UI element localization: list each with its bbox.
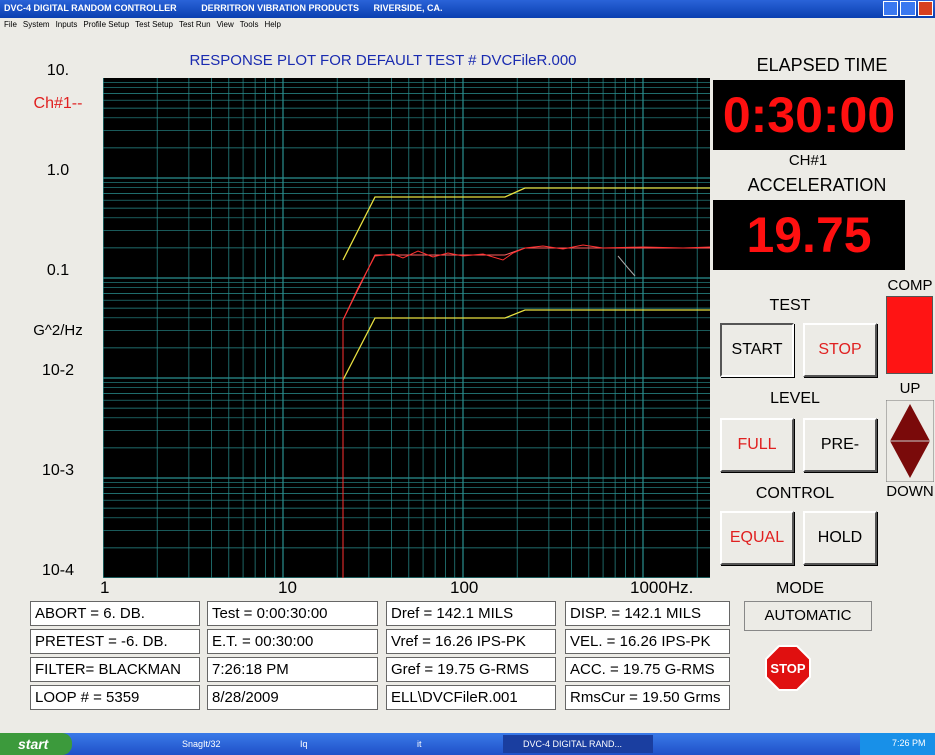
status-field: LOOP # = 5359: [30, 685, 200, 710]
channel-label: Ch#1--: [33, 95, 83, 112]
menu-item[interactable]: Test Setup: [135, 20, 173, 29]
menu-item[interactable]: Tools: [239, 20, 259, 29]
comp-label: COMP: [887, 277, 933, 294]
level-arrows[interactable]: [886, 400, 934, 482]
clock: 7:26 PM: [860, 733, 935, 755]
down-label: DOWN: [886, 483, 934, 500]
status-field: Dref = 142.1 MILS: [386, 601, 556, 626]
window-title: RIVERSIDE, CA.: [373, 3, 443, 13]
y-tick-label: 10-2: [41, 362, 75, 379]
elapsed-label: ELAPSED TIME: [756, 55, 888, 75]
status-field: E.T. = 00:30:00: [207, 629, 378, 654]
comp-indicator: [886, 296, 933, 374]
y-unit: G^2/Hz: [33, 322, 83, 339]
menu-item[interactable]: Test Run: [178, 20, 211, 29]
accel-label: ACCELERATION: [747, 175, 887, 195]
y-tick-label: 0.1: [46, 262, 70, 279]
mode-display: AUTOMATIC: [744, 601, 872, 631]
stop-button[interactable]: STOP: [803, 323, 877, 377]
y-tick-label: 10.: [46, 62, 70, 79]
upper-limit: [342, 187, 710, 261]
elapsed-display: 0:30:00: [713, 80, 905, 150]
y-tick-label: 10-4: [41, 562, 75, 579]
plot-title: RESPONSE PLOT FOR DEFAULT TEST # DVCFile…: [189, 52, 577, 69]
response-trace: [342, 244, 710, 578]
title-bar: DVC-4 DIGITAL RANDOM CONTROLLER DERRITRO…: [0, 0, 935, 18]
menu-item[interactable]: Help: [264, 20, 281, 29]
menu-item[interactable]: Inputs: [55, 20, 78, 29]
x-tick-label: 10: [278, 578, 297, 597]
lower-limit: [342, 309, 710, 381]
menu-item[interactable]: Profile Setup: [83, 20, 130, 29]
start-button[interactable]: start: [0, 733, 72, 755]
menu-item[interactable]: View: [216, 20, 234, 29]
task-item[interactable]: DVC-4 DIGITAL RAND...: [503, 735, 653, 753]
window-controls[interactable]: [883, 1, 933, 16]
channel: CH#1: [788, 152, 828, 169]
menu-bar: File System Inputs Profile Setup Test Setup T…: [0, 18, 935, 31]
window-title: DERRITRON VIBRATION PRODUCTS: [201, 3, 360, 13]
hold-button[interactable]: HOLD: [803, 511, 877, 565]
status-field: 8/28/2009: [207, 685, 378, 710]
status-field: VEL. = 16.26 IPS-PK: [565, 629, 730, 654]
status-field: Vref = 16.26 IPS-PK: [386, 629, 556, 654]
x-tick-label: 1000Hz.: [630, 578, 694, 597]
taskbar: start SnagIt/32 Iq it DVC-4 DIGITAL RAND…: [0, 733, 935, 755]
status-field: RmsCur = 19.50 Grms: [565, 685, 730, 710]
status-field: Test = 0:00:30:00: [207, 601, 378, 626]
y-tick-label: 1.0: [46, 162, 70, 179]
y-tick-label: 10-3: [41, 462, 75, 479]
status-field: DISP. = 142.1 MILS: [565, 601, 730, 626]
up-label: UP: [899, 380, 921, 397]
status-field: 7:26:18 PM: [207, 657, 378, 682]
level-label: LEVEL: [770, 390, 820, 407]
window-title: DVC-4 DIGITAL RANDOM CONTROLLER: [4, 3, 177, 13]
plot-background: [103, 78, 710, 578]
test-label: TEST: [769, 297, 811, 314]
status-field: FILTER= BLACKMAN: [30, 657, 200, 682]
menu-item[interactable]: System: [22, 20, 50, 29]
menu-item[interactable]: File: [4, 20, 17, 29]
equal-button[interactable]: EQUAL: [720, 511, 794, 565]
cursor-mark: [617, 255, 636, 277]
task-item[interactable]: it: [417, 739, 422, 749]
x-tick-label: 100: [450, 578, 479, 597]
control-label: CONTROL: [755, 485, 835, 502]
x-tick-label: 1: [100, 578, 110, 597]
status-field: ELL\DVCFileR.001: [386, 685, 556, 710]
task-item[interactable]: SnagIt/32: [182, 739, 221, 749]
full-button[interactable]: FULL: [720, 418, 794, 472]
stop-sign[interactable]: STOP: [765, 645, 811, 691]
status-field: ABORT = 6. DB.: [30, 601, 200, 626]
mode-label: MODE: [776, 580, 824, 597]
status-field: Gref = 19.75 G-RMS: [386, 657, 556, 682]
status-field: ACC. = 19.75 G-RMS: [565, 657, 730, 682]
stop-sign-text: STOP: [770, 661, 805, 676]
status-field: PRETEST = -6. DB.: [30, 629, 200, 654]
accel-display: 19.75: [713, 200, 905, 270]
pre-button[interactable]: PRE-: [803, 418, 877, 472]
task-item[interactable]: Iq: [300, 739, 308, 749]
start-button[interactable]: START: [720, 323, 794, 377]
response-plot: [103, 78, 710, 578]
